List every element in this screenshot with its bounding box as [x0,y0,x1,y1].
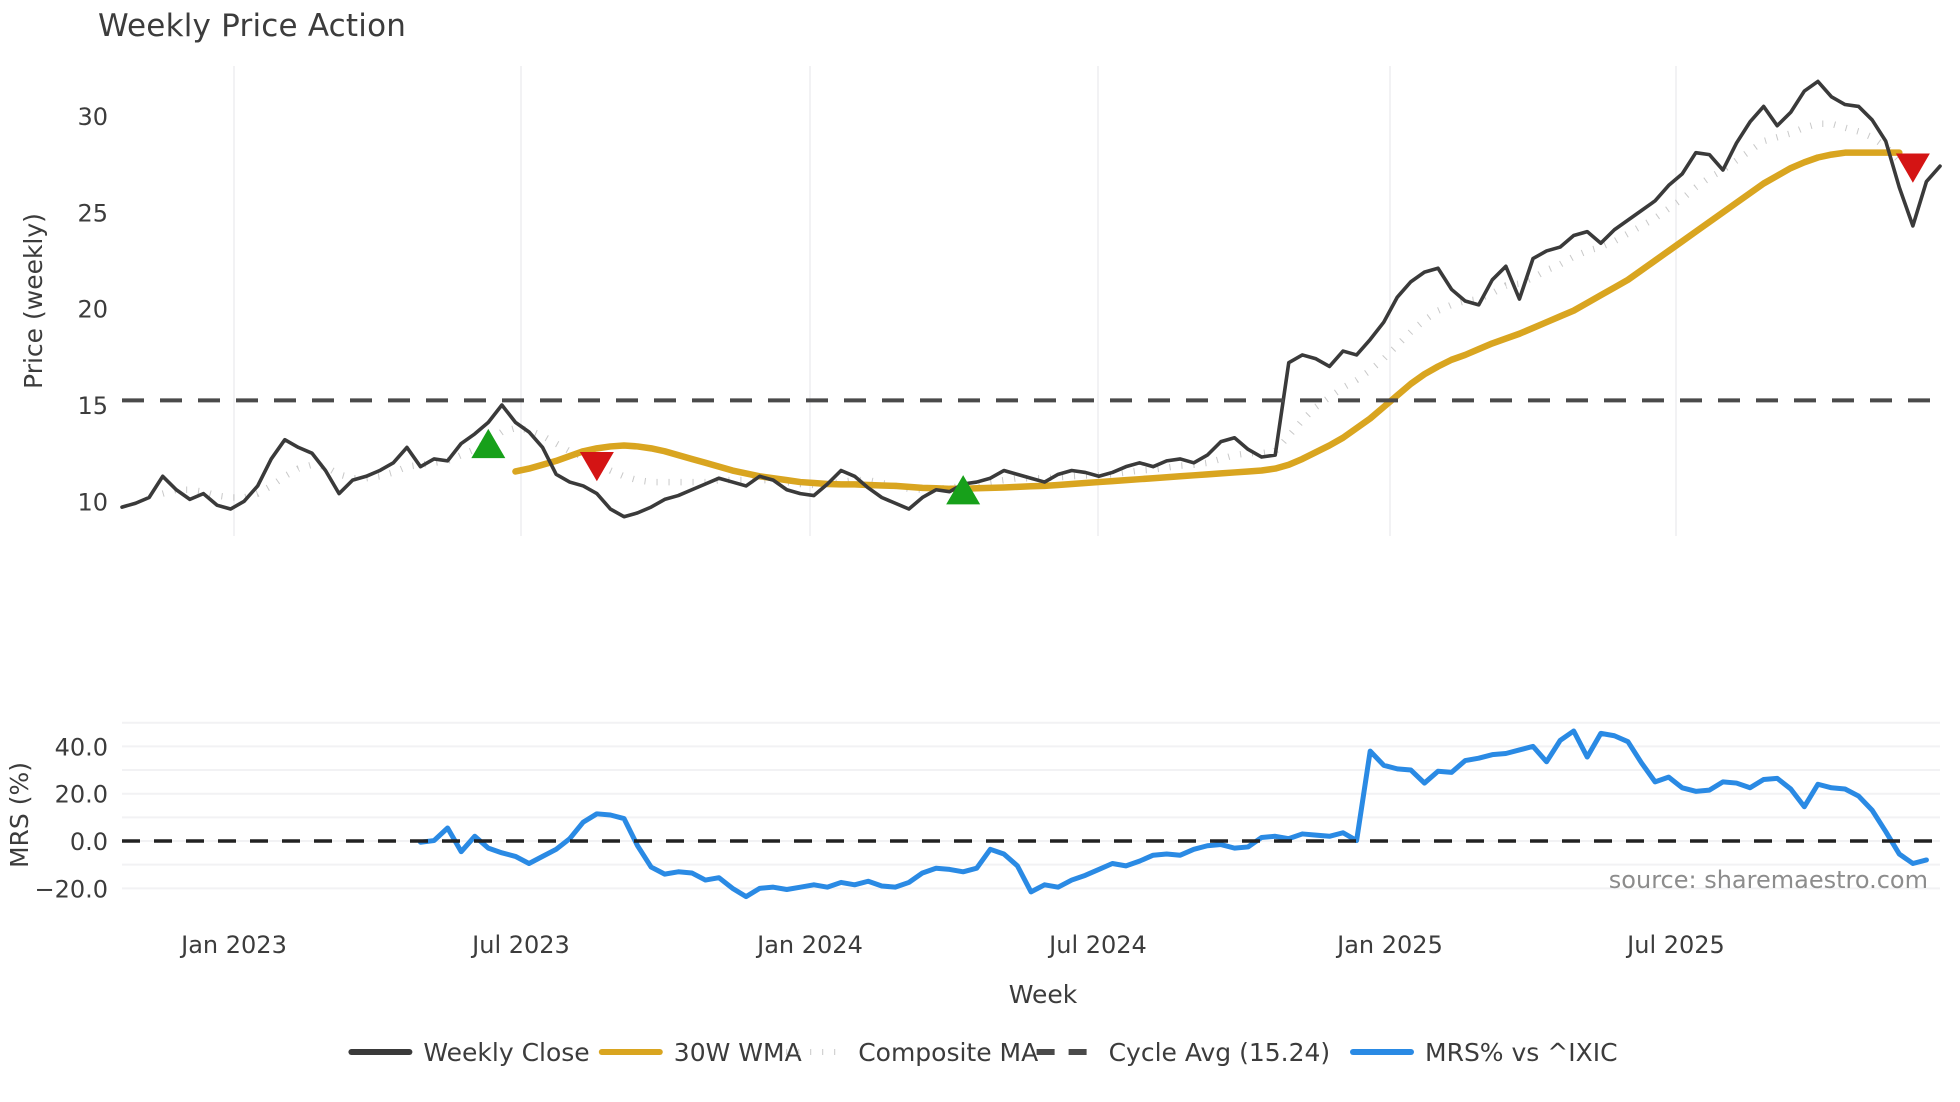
series-composite-ma [161,120,1927,501]
x-tick: Jul 2024 [1047,931,1147,959]
mrs-axis-label: MRS (%) [5,762,34,868]
mrs-panel [122,728,1940,900]
price-y-tick: 25 [77,199,108,227]
x-tick: Jan 2025 [1335,931,1443,959]
price-y-tick: 15 [77,392,108,420]
page-title: Weekly Price Action [98,8,407,44]
series-weekly-close [120,79,1942,519]
x-tick: Jul 2025 [1625,931,1725,959]
legend-label-3[interactable]: Cycle Avg (15.24) [1109,1038,1331,1067]
mrs-y-tick: 20.0 [55,781,108,809]
buy-signal-marker[interactable] [946,475,981,505]
mrs-y-tick: −20.0 [34,875,108,903]
price-y-tick: 20 [77,296,108,324]
series-mrs [417,728,1929,900]
source-attribution: source: sharemaestro.com [1609,866,1928,894]
price-y-tick: 30 [77,103,108,131]
sell-signal-marker[interactable] [1895,153,1930,183]
mrs-y-tick: 0.0 [70,828,108,856]
buy-signal-marker[interactable] [471,428,506,459]
x-axis-label: Week [1009,980,1078,1009]
x-tick: Jul 2023 [470,931,570,959]
mrs-y-tick: 40.0 [55,733,108,761]
price-y-tick: 10 [77,488,108,516]
legend-label-1[interactable]: 30W WMA [674,1038,802,1067]
legend-label-4[interactable]: MRS% vs ^IXIC [1425,1038,1618,1067]
x-tick: Jan 2024 [755,931,863,959]
legend-label-0[interactable]: Weekly Close [423,1038,589,1067]
x-tick: Jan 2023 [179,931,287,959]
legend-label-2[interactable]: Composite MA [858,1038,1038,1067]
price-axis-label: Price (weekly) [19,213,48,389]
price-panel [120,79,1942,519]
sell-signal-marker[interactable] [579,452,614,482]
axis-labels-layer: 10 15 20 25 30 −20.0 0.0 20.0 40.0 Jan 2023 Jul 20… [5,103,1928,1009]
chart-legend: Weekly Close 30W WMA Composite MA Cycle Avg… [348,1038,1618,1067]
series-30w-wma [512,149,1903,493]
